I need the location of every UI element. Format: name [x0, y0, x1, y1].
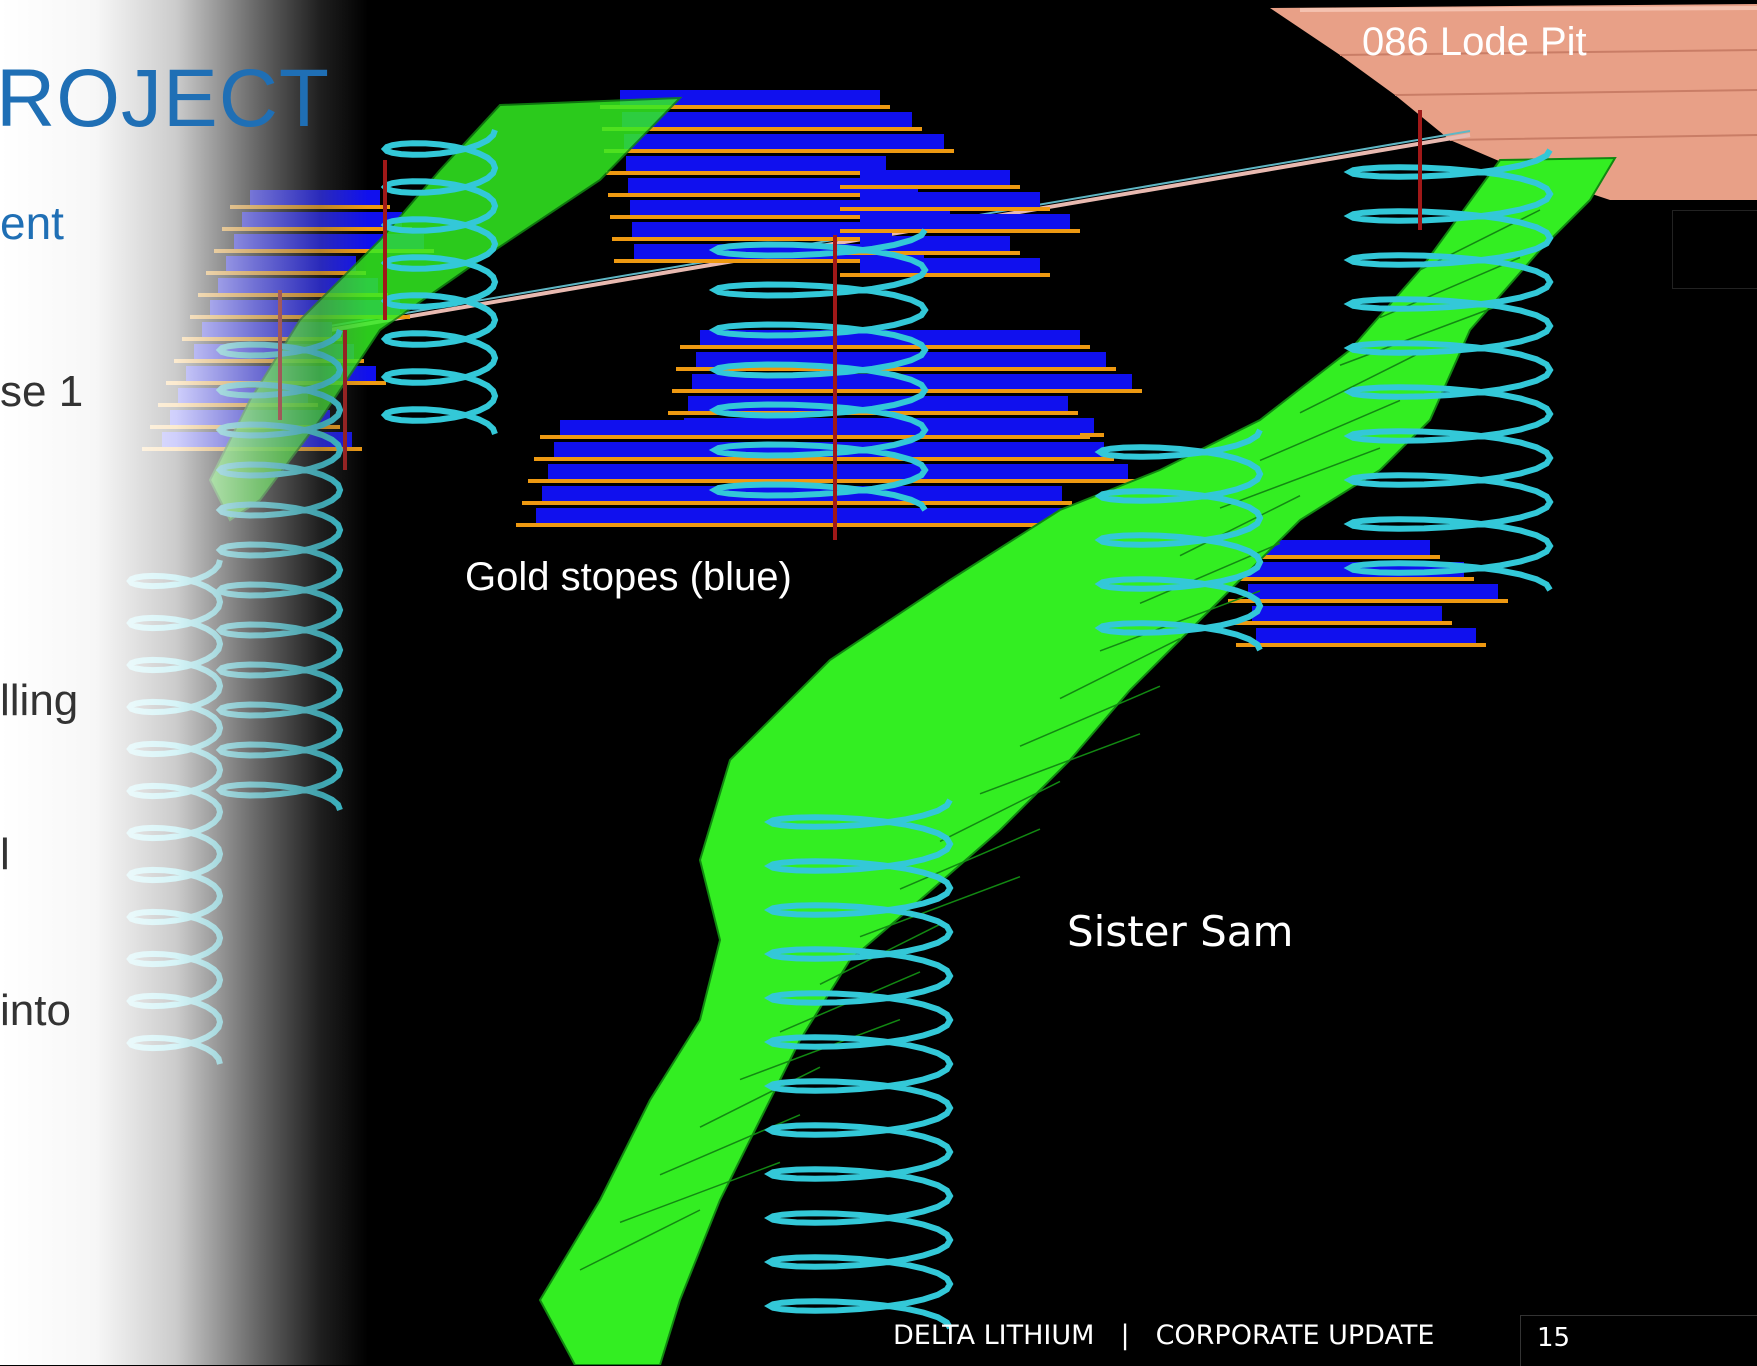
footer-company: DELTA LITHIUM	[893, 1320, 1095, 1351]
slide-title: ROJECT	[0, 53, 330, 144]
orebody-mesh-line	[1299, 352, 1421, 414]
side-frame	[1672, 210, 1757, 289]
orebody-mesh-line	[1259, 399, 1401, 462]
body-text-fragment-2: lling	[0, 676, 79, 725]
body-text-fragment-4: into	[0, 986, 71, 1035]
gold-stopes-label: Gold stopes (blue)	[465, 555, 792, 599]
stope-block	[536, 508, 1086, 524]
stope-block	[1252, 606, 1442, 622]
body-text-fragment-1: se 1	[0, 367, 84, 416]
orebody-mesh-line	[1219, 447, 1381, 509]
stope-block	[860, 192, 1040, 208]
stope-block	[1248, 584, 1498, 600]
stope-block	[860, 258, 1040, 274]
stope-block	[242, 212, 402, 228]
stope-block	[560, 420, 1080, 436]
orebody-mesh-line	[899, 828, 1041, 890]
stope-block	[626, 156, 886, 172]
page-number-frame	[1520, 1315, 1757, 1366]
sister-sam-label: Sister Sam	[1067, 907, 1294, 956]
orebody-mesh-line	[979, 733, 1141, 795]
stope-block	[548, 464, 1128, 480]
page-number: 15	[1537, 1323, 1571, 1353]
stope-block	[860, 214, 1070, 230]
stope-block	[624, 134, 944, 150]
orebody-mesh-line	[1019, 685, 1161, 747]
stope-block	[226, 256, 356, 272]
stope-block	[860, 236, 1010, 252]
stope-block	[1256, 628, 1476, 644]
lode-pit-shape	[1270, 4, 1757, 200]
orebody-mesh-line	[939, 780, 1061, 843]
footer: DELTA LITHIUM | CORPORATE UPDATE	[893, 1320, 1434, 1351]
body-text-fragment-3: l	[0, 830, 10, 879]
stope-block	[860, 170, 1010, 186]
slide-subtitle: ent	[0, 197, 64, 249]
decline-spiral	[1094, 428, 1264, 652]
pit-label: 086 Lode Pit	[1362, 20, 1587, 64]
orebody-mesh-line	[1059, 637, 1181, 700]
stope-block	[1240, 540, 1430, 556]
footer-separator: |	[1120, 1320, 1130, 1351]
decline-spiral	[1343, 148, 1554, 592]
stope-block	[250, 190, 380, 206]
orebody-mesh-line	[1099, 590, 1261, 652]
orebody-mesh-line	[1339, 304, 1501, 366]
stope-block	[622, 112, 912, 128]
decline-spiral	[764, 798, 954, 1330]
orebody-mesh-line	[1179, 495, 1301, 557]
orebody-mesh-line	[859, 875, 1021, 938]
footer-section: CORPORATE UPDATE	[1155, 1320, 1435, 1351]
